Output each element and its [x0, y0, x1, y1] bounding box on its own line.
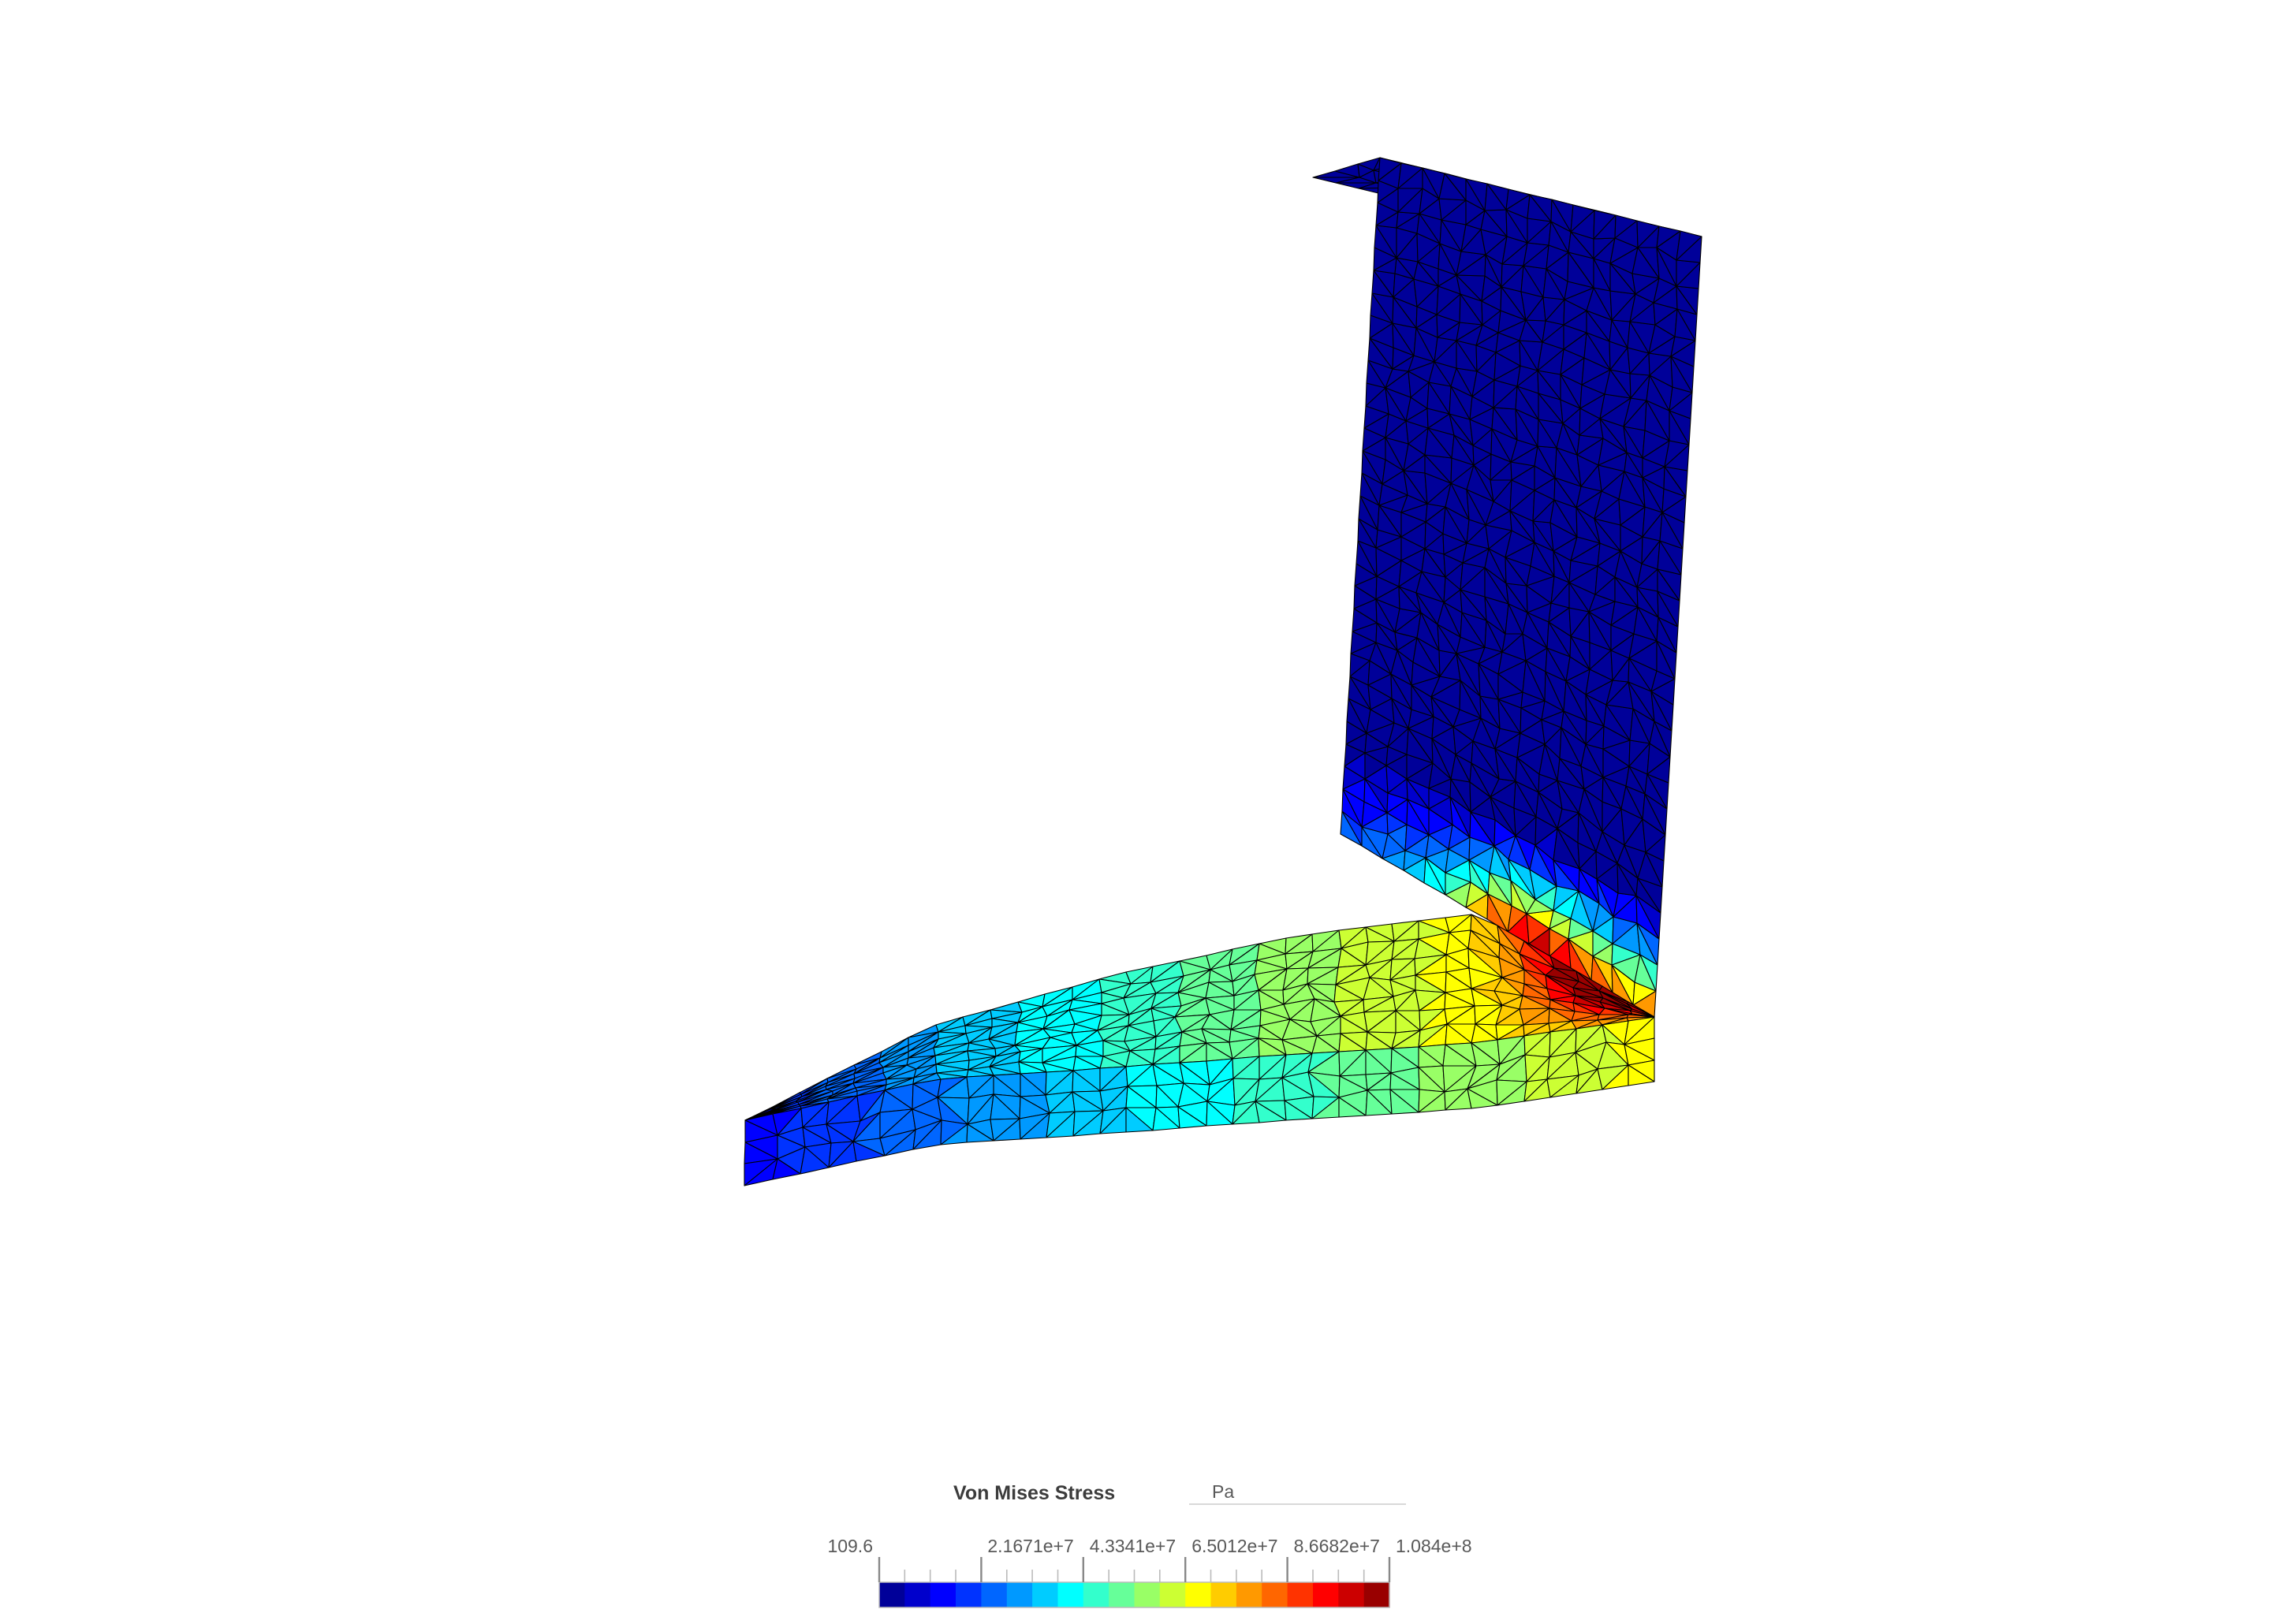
svg-text:6.5012e+7: 6.5012e+7	[1191, 1536, 1277, 1556]
svg-text:2.1671e+7: 2.1671e+7	[987, 1536, 1073, 1556]
svg-text:1.084e+8: 1.084e+8	[1396, 1536, 1472, 1556]
svg-text:4.3341e+7: 4.3341e+7	[1090, 1536, 1176, 1556]
svg-text:Von Mises Stress: Von Mises Stress	[953, 1482, 1115, 1504]
svg-text:Pa: Pa	[1212, 1481, 1234, 1502]
svg-text:8.6682e+7: 8.6682e+7	[1294, 1536, 1380, 1556]
svg-text:109.6: 109.6	[827, 1536, 873, 1556]
